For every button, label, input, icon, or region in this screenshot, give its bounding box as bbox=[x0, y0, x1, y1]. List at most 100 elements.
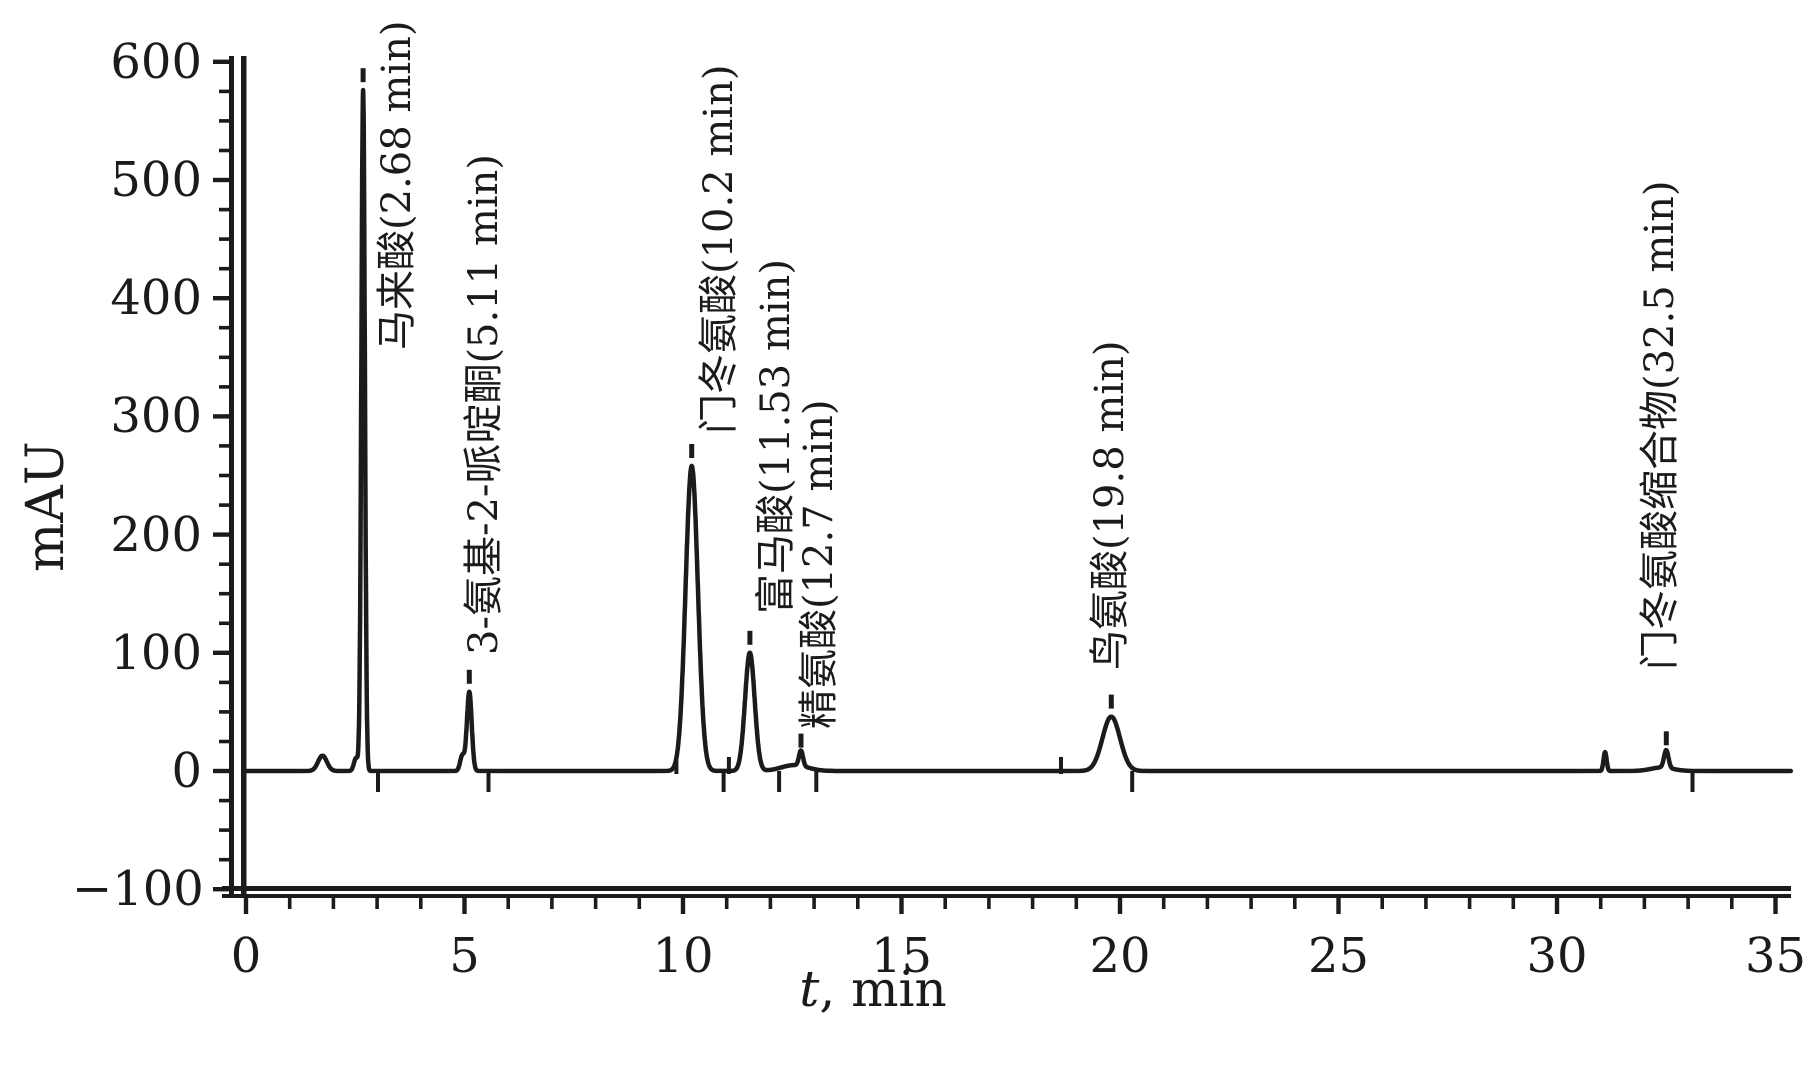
x-major-tick bbox=[462, 898, 467, 914]
x-axis-spine-lower bbox=[222, 894, 1791, 898]
x-minor-tick bbox=[1598, 898, 1603, 909]
x-major-tick bbox=[1117, 898, 1123, 914]
axis-spines bbox=[222, 56, 1791, 898]
x-major-tick bbox=[680, 898, 686, 914]
y-major-tick bbox=[213, 768, 229, 774]
x-minor-tick bbox=[375, 898, 379, 909]
x-minor-tick bbox=[1074, 898, 1079, 909]
apex-leader-dash bbox=[1108, 694, 1114, 709]
peak-annotation: 门冬氨酸(10.2 min) bbox=[696, 64, 742, 434]
x-tick-label: 20 bbox=[1089, 928, 1151, 984]
x-minor-tick bbox=[637, 898, 642, 909]
x-tick-label: 25 bbox=[1307, 928, 1370, 984]
x-minor-tick bbox=[1205, 898, 1210, 909]
y-minor-tick bbox=[219, 473, 229, 478]
x-minor-tick bbox=[768, 898, 773, 909]
y-minor-tick bbox=[219, 325, 229, 330]
y-minor-tick bbox=[219, 710, 229, 714]
y-tick-label: 100 bbox=[110, 624, 202, 681]
y-axis-spine-outer bbox=[229, 56, 234, 898]
peak-end-marker bbox=[1130, 771, 1135, 792]
y-minor-tick bbox=[219, 503, 229, 507]
x-tick-label: 35 bbox=[1744, 928, 1807, 984]
x-tick-label: 15 bbox=[870, 928, 933, 984]
y-tick-label: 200 bbox=[110, 506, 202, 563]
axis-ticks bbox=[213, 59, 1778, 914]
x-tick-label: 0 bbox=[230, 928, 262, 984]
x-minor-tick bbox=[987, 898, 991, 909]
x-minor-tick bbox=[331, 898, 336, 909]
y-minor-tick bbox=[219, 739, 229, 744]
peak-end-marker bbox=[814, 771, 819, 792]
x-minor-tick bbox=[812, 898, 816, 909]
x-minor-tick bbox=[550, 898, 554, 909]
x-minor-tick bbox=[287, 898, 292, 909]
x-major-tick bbox=[1773, 898, 1778, 914]
peak-end-marker bbox=[376, 771, 380, 792]
y-minor-tick bbox=[219, 237, 229, 241]
x-minor-tick bbox=[1511, 898, 1516, 909]
y-axis-spine-inner bbox=[241, 56, 247, 898]
x-minor-tick bbox=[943, 898, 947, 909]
y-tick-label: 500 bbox=[110, 152, 202, 208]
peak-annotation: 门冬氨酸缩合物(32.5 min) bbox=[1637, 180, 1683, 670]
peak-end-marker bbox=[721, 771, 726, 792]
y-tick-label: 300 bbox=[110, 388, 202, 445]
peak-annotation: 鸟氨酸(19.8 min) bbox=[1087, 340, 1133, 670]
x-tick-label: 5 bbox=[449, 928, 480, 984]
y-minor-tick bbox=[219, 591, 229, 596]
y-major-tick bbox=[213, 296, 229, 301]
trace-line bbox=[244, 87, 1794, 774]
peak-end-marker bbox=[777, 771, 782, 792]
x-major-tick bbox=[1554, 898, 1560, 914]
x-major-tick bbox=[1336, 898, 1341, 914]
x-axis-spine-upper bbox=[222, 886, 1791, 891]
apex-leader-dash bbox=[466, 669, 472, 684]
x-minor-tick bbox=[1249, 898, 1253, 909]
peak-annotation: 精氨酸(12.7 min) bbox=[796, 399, 842, 729]
y-major-tick bbox=[213, 650, 229, 655]
peak-end-marker bbox=[486, 771, 491, 792]
x-minor-tick bbox=[1730, 898, 1734, 909]
y-major-tick bbox=[213, 532, 229, 537]
y-minor-tick bbox=[219, 119, 229, 123]
y-minor-tick bbox=[219, 89, 229, 94]
x-minor-tick bbox=[1686, 898, 1690, 909]
y-major-tick bbox=[213, 177, 229, 183]
x-axis-title-variable: t bbox=[799, 960, 820, 1018]
x-minor-tick bbox=[724, 898, 729, 909]
apex-leader-dash bbox=[747, 630, 753, 645]
y-axis-title: mAU bbox=[16, 441, 76, 572]
x-major-tick bbox=[243, 898, 249, 914]
y-minor-tick bbox=[219, 680, 229, 685]
x-minor-tick bbox=[1642, 898, 1647, 909]
y-minor-tick bbox=[219, 828, 229, 832]
peak-annotation: 马来酸(2.68 min) bbox=[374, 20, 420, 350]
x-minor-tick bbox=[419, 898, 423, 909]
peak-start-marker bbox=[674, 757, 679, 774]
x-minor-tick bbox=[593, 898, 598, 909]
apex-leader-dash bbox=[1663, 731, 1669, 746]
peak-end-marker bbox=[1690, 771, 1695, 792]
y-minor-tick bbox=[219, 385, 229, 389]
y-minor-tick bbox=[219, 562, 229, 566]
peak-annotation: 富马酸(11.53 min) bbox=[753, 259, 799, 614]
y-major-tick bbox=[213, 59, 229, 64]
y-tick-label: 0 bbox=[171, 743, 202, 799]
x-major-tick bbox=[899, 898, 904, 914]
y-minor-tick bbox=[219, 355, 229, 360]
peak-annotation: 3-氨基-2-哌啶酮(5.11 min) bbox=[461, 154, 507, 655]
y-major-tick bbox=[213, 887, 229, 892]
apex-leader-dash bbox=[360, 68, 366, 83]
x-minor-tick bbox=[1467, 898, 1472, 909]
y-tick-label: −100 bbox=[72, 861, 204, 918]
x-minor-tick bbox=[1293, 898, 1297, 909]
y-minor-tick bbox=[219, 207, 229, 212]
x-minor-tick bbox=[1030, 898, 1035, 909]
y-minor-tick bbox=[219, 444, 229, 448]
x-axis-title: t, min bbox=[763, 960, 983, 1018]
peak-start-marker bbox=[1059, 757, 1063, 774]
x-minor-tick bbox=[856, 898, 860, 909]
apex-leader-dash bbox=[689, 444, 695, 458]
peak-start-marker bbox=[726, 757, 731, 774]
